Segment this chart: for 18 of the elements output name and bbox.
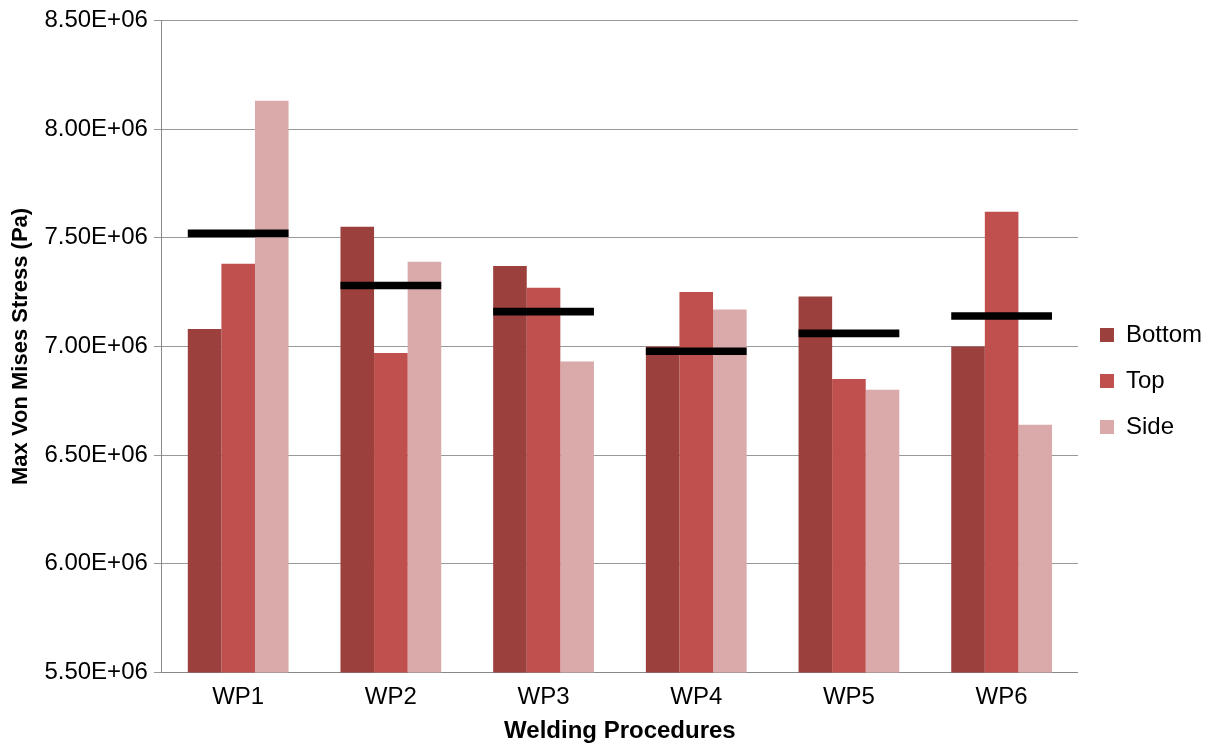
legend-label: Top bbox=[1125, 365, 1165, 393]
y-tick-label: 7.00E+06 bbox=[44, 331, 148, 359]
x-tick-label: WP2 bbox=[364, 682, 417, 710]
x-tick-label: WP1 bbox=[212, 682, 265, 710]
x-axis-title: Welding Procedures bbox=[504, 716, 736, 744]
y-tick-label: 6.50E+06 bbox=[44, 439, 148, 467]
x-tick-label: WP5 bbox=[822, 682, 875, 710]
x-tick-label: WP6 bbox=[975, 682, 1028, 710]
y-tick-label: 5.50E+06 bbox=[44, 657, 148, 685]
y-tick-label: 7.50E+06 bbox=[44, 222, 148, 250]
legend-label: Side bbox=[1125, 411, 1175, 439]
x-tick-label: WP3 bbox=[517, 682, 570, 710]
y-tick-label: 8.00E+06 bbox=[44, 113, 148, 141]
y-tick-label: 8.50E+06 bbox=[44, 5, 148, 33]
x-tick-label: WP4 bbox=[670, 682, 723, 710]
y-axis-title: Max Von Mises Stress (Pa) bbox=[7, 207, 33, 485]
legend-label: Bottom bbox=[1125, 319, 1202, 347]
y-tick-label: 6.00E+06 bbox=[44, 548, 148, 576]
